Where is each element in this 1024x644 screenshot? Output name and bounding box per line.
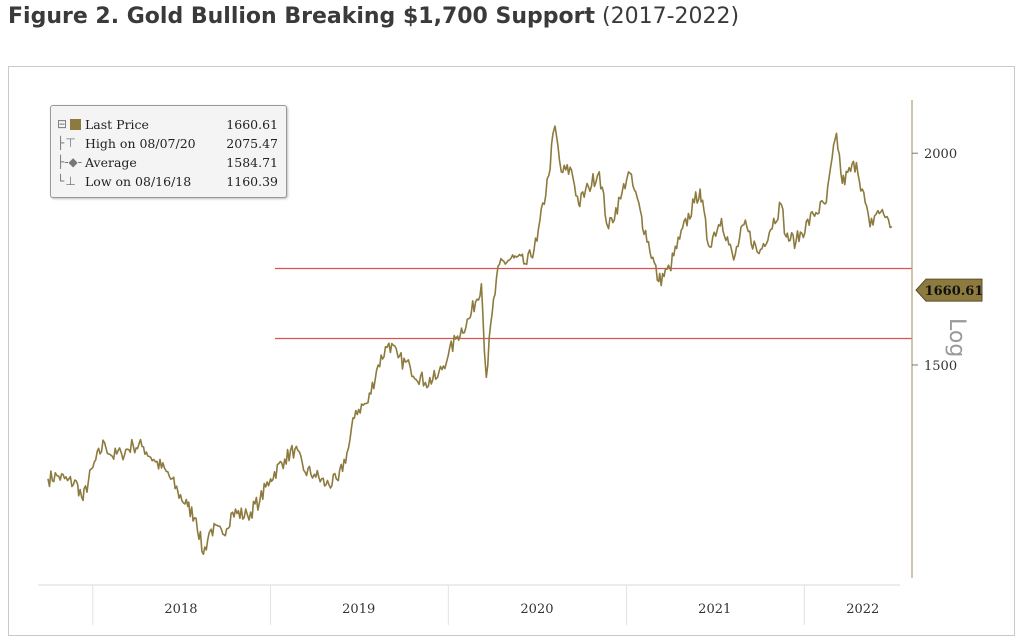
legend-label: High on 08/07/20 — [85, 135, 196, 151]
legend-label: Last Price — [85, 116, 149, 132]
legend-item-last-price: ⊟ Last Price 1660.61 — [57, 115, 278, 133]
y-tick-label: 2000 — [924, 147, 957, 162]
figure-years: (2017-2022) — [602, 4, 740, 29]
last-price-tag — [915, 278, 983, 302]
x-tick-label: 2020 — [520, 602, 553, 617]
average-marker-icon: ├-◆- — [57, 155, 83, 169]
x-tick-label: 2019 — [342, 602, 375, 617]
x-tick-label: 2022 — [846, 602, 879, 617]
legend-label: Low on 08/16/18 — [85, 173, 192, 189]
last-price-tag-label: 1660.61 — [925, 284, 984, 299]
high-marker-icon: ├ ⊤ — [57, 136, 76, 150]
figure-title: Figure 2. Gold Bullion Breaking $1,700 S… — [8, 4, 740, 29]
x-tick-label: 2021 — [698, 602, 731, 617]
legend-value: 1660.61 — [226, 116, 278, 132]
legend-value: 2075.47 — [226, 135, 278, 151]
log-scale-label: Log — [944, 318, 969, 357]
legend-item-low: └ ⊥ Low on 08/16/18 1160.39 — [57, 172, 278, 190]
chart-legend: ⊟ Last Price 1660.61 ├ ⊤ High on 08/07/2… — [50, 105, 287, 198]
legend-item-high: ├ ⊤ High on 08/07/20 2075.47 — [57, 134, 278, 152]
legend-item-average: ├-◆- Average 1584.71 — [57, 153, 278, 171]
legend-value: 1160.39 — [226, 173, 278, 189]
legend-value: 1584.71 — [226, 154, 278, 170]
swatch-icon: ⊟ — [57, 117, 85, 131]
low-marker-icon: └ ⊥ — [57, 174, 76, 188]
y-tick-label: 1500 — [924, 359, 957, 374]
legend-label: Average — [85, 154, 137, 170]
x-tick-label: 2018 — [164, 602, 197, 617]
price-series-line — [47, 125, 893, 555]
